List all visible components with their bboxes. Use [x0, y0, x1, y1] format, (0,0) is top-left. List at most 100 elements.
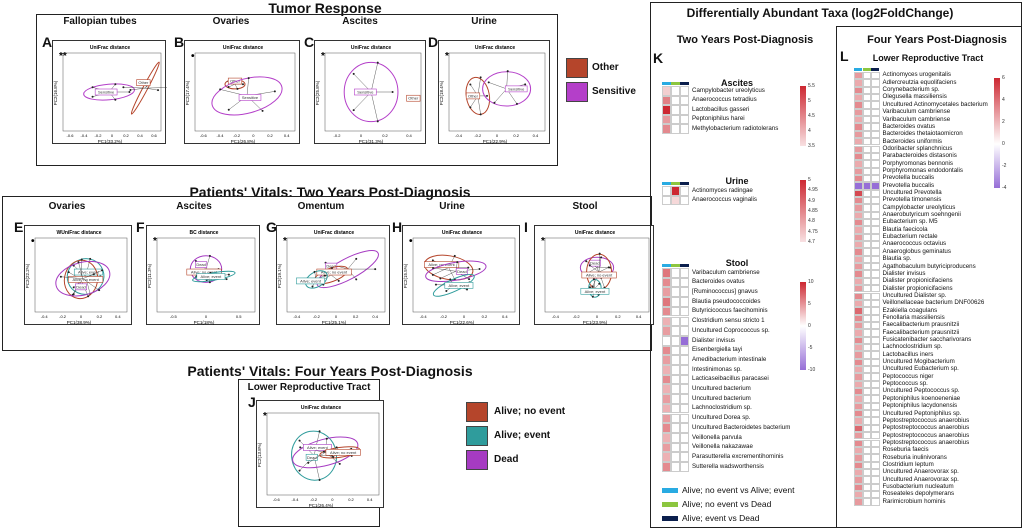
point-E-2-0: [72, 293, 75, 296]
heatmap-cell-L-42-1: [862, 380, 871, 389]
heatmap-cell-L-49-2: [871, 432, 880, 440]
heatmap-cell-K-stool-0-0: [662, 268, 671, 278]
spoke-I-1-2: [589, 265, 600, 273]
heatmap-cell-L-52-2: [871, 454, 880, 462]
heatmap-cell-K-stool-6-1: [671, 326, 680, 336]
xtick-I-0: -0.4: [552, 314, 560, 319]
ylabel-C: PC2(25.8%): [315, 80, 320, 105]
pcoa-svg-J: UniFrac distance * Dead Alive; eventAlive; …: [257, 405, 380, 508]
heatmap-cell-L-43-2: [871, 388, 880, 396]
group-label-A-0: Sensitive: [98, 90, 115, 95]
heatmap-cell-L-28-1: [862, 277, 871, 286]
column-strip-K-ascites-1: [671, 82, 680, 85]
heatmap-cell-L-6-2: [871, 116, 880, 124]
heatmap-cell-L-24-2: [871, 248, 880, 256]
heatmap-cell-L-8-2: [871, 130, 880, 139]
heatmap-cell-L-14-0: [854, 174, 863, 183]
xtick-J-5: 0.4: [367, 497, 373, 502]
colorbar-tick-L-3: 0: [1002, 141, 1005, 147]
point-I-1-4: [607, 266, 610, 269]
heatmap-cell-L-28-0: [854, 277, 863, 286]
heatmap-cell-L-52-1: [862, 454, 871, 462]
xtick-E-3: 0.2: [97, 314, 103, 319]
column-strip-K-urine-0: [662, 182, 671, 185]
colorbar-tick-L-5: -4: [1002, 185, 1007, 191]
heatmap-cell-K-stool-10-1: [671, 365, 680, 375]
point-A-0-2: [91, 95, 94, 98]
group-label-J-1: Alive; event: [307, 445, 329, 450]
point-J-2-0: [332, 456, 335, 459]
spoke-B-1-3: [246, 78, 249, 96]
taxon-label-K-stool-18: Veillonella nakazawae: [692, 443, 753, 451]
taxon-label-K-ascites-3: Peptoniphilus harei: [692, 115, 745, 122]
heatmap-cell-L-55-0: [854, 476, 863, 484]
heatmap-cell-L-10-0: [854, 145, 863, 153]
taxon-label-K-stool-3: Blautia pseudococcoides: [692, 297, 761, 305]
legend-comp3-label: Alive; event vs Dead: [682, 513, 760, 523]
point-A-1-2: [122, 86, 125, 89]
pcoa-svg-I: UniFrac distance * Dead Alive; no event Aliv…: [541, 230, 650, 325]
pcoa-svg-D: UniFrac distance * Other Sensitive -0.4 -0.2 0…: [439, 45, 546, 144]
heatmap-cell-L-29-1: [862, 285, 871, 293]
tumor-panel-box: [36, 14, 558, 166]
taxon-label-L-40: Uncultured Eubacterium sp.: [882, 365, 959, 373]
heatmap-cell-L-42-2: [871, 380, 880, 389]
heatmap-cell-L-29-0: [854, 285, 863, 293]
point-J-2-1: [322, 450, 325, 453]
heatmap-cell-L-13-2: [871, 167, 880, 175]
heatmap-cell-L-11-2: [871, 152, 880, 161]
heatmap-cell-K-stool-15-2: [680, 413, 689, 424]
panel-label-B: B: [174, 34, 185, 50]
heatmap-cell-L-46-1: [862, 410, 871, 418]
taxon-label-L-14: Prevotella buccalis: [882, 174, 935, 182]
heatmap-cell-K-ascites-2-1: [671, 105, 680, 115]
taxon-label-L-26: Agathobaculum butyriciproducens: [882, 262, 976, 270]
panel-label-G: G: [266, 219, 277, 235]
heatmap-cell-L-57-2: [871, 490, 880, 499]
point-B-1-1: [227, 108, 230, 111]
heatmap-cell-L-4-2: [871, 101, 880, 109]
heatmap-cell-L-39-1: [862, 358, 871, 366]
point-I-0-3: [585, 260, 588, 263]
group-box-F-0: [195, 261, 208, 268]
point-H-2-0: [445, 289, 448, 292]
heatmap-cell-L-32-0: [854, 307, 863, 315]
heatmap-cell-K-ascites-0-2: [680, 86, 689, 96]
legend-swatch-dead: [466, 450, 488, 470]
taxon-label-L-53: Clostridium leptum: [882, 460, 934, 468]
significance-E: •: [31, 236, 35, 247]
heatmap-cell-L-16-1: [862, 189, 871, 197]
heatmap-cell-L-34-0: [854, 321, 863, 330]
heatmap-cell-L-21-0: [854, 226, 863, 234]
heatmap-cell-L-19-0: [854, 211, 863, 219]
group-label-C-1: Other: [408, 96, 419, 101]
group-label-E-2: Dead: [76, 284, 86, 289]
xtick-F-1: 0: [205, 314, 208, 319]
point-C-0-3: [352, 72, 355, 75]
heatmap-cell-L-4-0: [854, 101, 863, 109]
point-I-2-0: [591, 295, 594, 298]
heatmap-cell-L-27-1: [862, 270, 871, 278]
heatmap-cell-K-ascites-4-1: [671, 124, 680, 134]
xtick-F-0: -0.5: [170, 314, 178, 319]
heatmap-cell-K-stool-6-0: [662, 326, 671, 336]
heatmap-cell-L-3-0: [854, 94, 863, 102]
point-I-0-4: [600, 256, 603, 259]
group-box-H-2: [444, 282, 474, 289]
ylabel-D: PC2(18.4%): [439, 80, 444, 105]
xtick-J-1: -0.4: [292, 497, 300, 502]
point-E-2-2: [77, 261, 80, 264]
colorbar-tick-K-ascites-0: 5.5: [808, 83, 815, 89]
column-strip-K-stool-0: [662, 264, 671, 267]
heatmap-cell-L-15-1: [862, 182, 871, 190]
spoke-H-1-2: [433, 267, 456, 272]
pcoa-svg-E: WUniFrac distance • Alive; event Alive; no …: [25, 230, 128, 325]
pcoa-svg-C: UniFrac distance * Sensitive Other -0.2 0 0.2 0…: [315, 45, 422, 144]
point-G-0-4: [355, 257, 358, 260]
point-E-1-2: [67, 271, 70, 274]
heatmap-cell-L-40-0: [854, 366, 863, 374]
xtick-C-1: 0: [360, 133, 363, 138]
point-I-2-1: [588, 286, 591, 289]
significance-H: •: [409, 236, 413, 247]
taxon-label-L-35: Faecalibacterium prausnitzii: [882, 328, 960, 336]
